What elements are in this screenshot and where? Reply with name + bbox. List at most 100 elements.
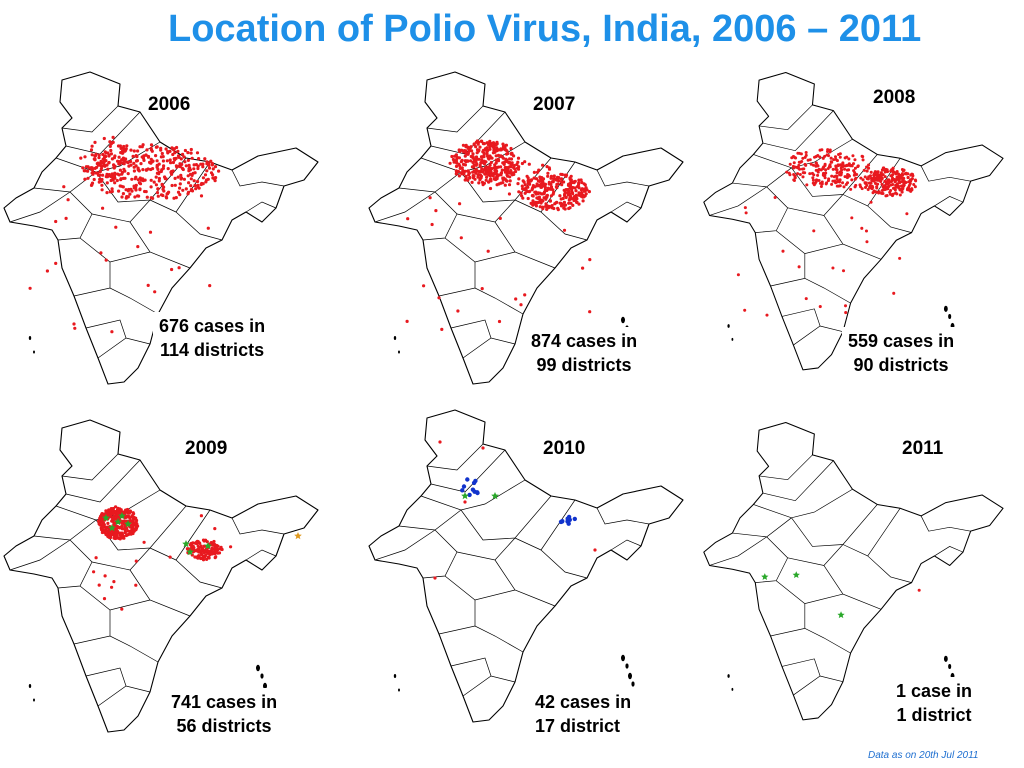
case-marker-red <box>434 209 438 213</box>
star-marker-green <box>761 573 769 580</box>
case-marker-red <box>501 142 505 146</box>
case-marker-red <box>105 181 109 185</box>
state-boundary <box>732 167 792 188</box>
case-marker-blue <box>566 514 572 520</box>
case-marker-red <box>797 265 801 269</box>
case-marker-red <box>532 170 536 174</box>
case-marker-red <box>536 184 540 188</box>
case-marker-red <box>566 188 570 192</box>
case-marker-red <box>93 166 97 170</box>
india-outline <box>368 409 684 723</box>
case-marker-red <box>129 519 133 523</box>
case-marker-red <box>911 174 915 178</box>
case-marker-red <box>97 163 101 167</box>
case-marker-red <box>183 148 187 153</box>
case-marker-red <box>563 192 567 196</box>
case-marker-red <box>481 183 485 187</box>
case-marker-red <box>503 160 507 164</box>
case-marker-red <box>853 177 857 181</box>
case-marker-red <box>825 153 829 157</box>
case-marker-red <box>892 291 896 295</box>
case-marker-red <box>54 261 58 265</box>
case-marker-red <box>129 532 133 536</box>
case-marker-red <box>812 183 816 187</box>
case-marker-red <box>102 160 106 165</box>
case-marker-red <box>466 151 470 155</box>
case-marker-red <box>178 193 182 197</box>
case-marker-red <box>456 169 460 174</box>
case-marker-red <box>116 507 120 512</box>
case-marker-red <box>803 155 807 159</box>
case-marker-red <box>494 143 498 147</box>
case-marker-red <box>785 170 789 174</box>
case-marker-red <box>187 169 191 173</box>
case-marker-blue <box>558 519 564 525</box>
star-marker-green <box>114 518 122 526</box>
case-marker-red <box>861 158 865 162</box>
case-marker-red <box>843 304 848 308</box>
case-marker-blue <box>460 488 465 493</box>
case-marker-red <box>865 169 869 173</box>
case-marker-red <box>482 142 486 146</box>
case-marker-red <box>503 168 507 172</box>
case-marker-red <box>552 190 556 194</box>
state-boundary <box>456 199 516 223</box>
case-marker-red <box>177 155 181 159</box>
case-marker-red <box>884 180 888 184</box>
year-label: 2006 <box>148 94 191 115</box>
state-boundary <box>456 537 516 561</box>
case-marker-red <box>476 175 480 179</box>
case-marker-red <box>112 163 116 167</box>
case-marker-red <box>159 169 163 174</box>
case-marker-red <box>502 176 506 180</box>
case-marker-red <box>884 167 888 171</box>
state-boundary <box>791 504 878 547</box>
case-marker-red <box>529 201 533 205</box>
case-marker-red <box>107 161 111 165</box>
case-marker-red <box>743 308 747 312</box>
india-map <box>703 422 1004 721</box>
case-marker-red <box>484 178 488 182</box>
case-marker-red <box>464 174 468 178</box>
case-marker-red <box>170 267 174 272</box>
case-marker-red <box>820 180 824 184</box>
case-marker-red <box>90 171 94 175</box>
state-boundary <box>610 201 642 213</box>
state-boundary <box>732 517 792 538</box>
state-boundary <box>867 205 912 233</box>
case-marker-red <box>208 553 212 557</box>
state-boundary <box>793 675 844 696</box>
case-marker-red <box>889 183 893 187</box>
case-marker-red <box>507 160 512 164</box>
case-marker-red <box>176 190 181 194</box>
case-marker-red <box>138 145 142 149</box>
case-marker-red <box>498 216 502 220</box>
case-marker-red <box>823 162 827 166</box>
case-marker-red <box>457 156 461 160</box>
case-marker-red <box>562 200 566 204</box>
case-marker-red <box>214 555 218 559</box>
cases-label: 874 cases in 99 districts <box>525 327 644 379</box>
case-marker-red <box>89 148 94 152</box>
case-marker-red <box>458 166 462 170</box>
case-marker-red <box>467 171 471 175</box>
case-marker-red <box>573 198 578 202</box>
state-boundary <box>514 499 576 551</box>
star-marker-green <box>461 492 469 500</box>
case-marker-red <box>97 153 101 157</box>
case-marker-red <box>569 201 573 205</box>
case-marker-red <box>495 140 499 144</box>
state-boundary <box>787 544 844 566</box>
case-marker-red <box>486 154 490 158</box>
case-marker-red <box>850 178 854 182</box>
case-marker-red <box>509 163 513 167</box>
case-marker-red <box>506 171 510 175</box>
case-marker-red <box>120 170 124 175</box>
case-marker-red <box>131 154 135 158</box>
case-marker-red <box>839 173 843 177</box>
star-marker-green <box>118 512 126 520</box>
case-marker-red <box>541 207 545 211</box>
case-marker-red <box>196 179 200 184</box>
case-marker-red <box>835 168 839 172</box>
case-marker-red <box>885 194 889 198</box>
